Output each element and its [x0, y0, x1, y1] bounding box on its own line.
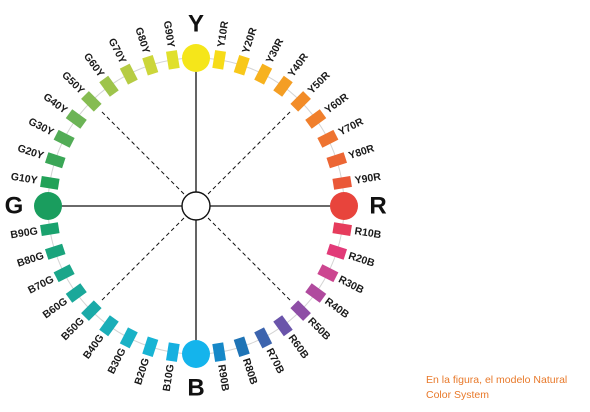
segment-label: B60G: [41, 295, 70, 321]
primary-r-dot: [330, 192, 358, 220]
primary-colors: [34, 44, 358, 368]
segment-label: B50G: [59, 315, 87, 343]
caption-line-1: En la figura, el modelo Natural: [426, 374, 568, 386]
hue-segment-r60b: [273, 315, 293, 337]
diagonal-axis: [100, 110, 185, 195]
hue-segment-y30r: [254, 63, 273, 85]
segment-label: Y90R: [354, 171, 382, 187]
segment-label: Y70R: [337, 116, 366, 139]
segment-label: R10B: [354, 225, 383, 241]
hue-segment-y50r: [290, 91, 311, 112]
hue-segment-b60g: [65, 283, 87, 303]
segment-label: B40G: [81, 332, 107, 361]
hue-segment-g50y: [81, 91, 102, 112]
hue-segment-r40b: [305, 283, 327, 303]
hue-segment-b10g: [166, 342, 180, 362]
hue-segment-y70r: [317, 129, 339, 148]
segment-label: G60Y: [81, 51, 106, 80]
segment-label: R40B: [322, 296, 351, 322]
hue-segment-y90r: [332, 176, 352, 190]
segment-label: R80B: [240, 357, 260, 387]
diagonal-axis: [100, 217, 185, 302]
segment-label: G70Y: [106, 36, 129, 65]
hue-segment-g60y: [99, 75, 119, 97]
diagonal-axis: [207, 110, 292, 195]
segment-label: G40Y: [41, 91, 70, 116]
primary-b-label: B: [187, 375, 204, 402]
segment-label: Y20R: [240, 26, 260, 55]
segment-label: B70G: [26, 273, 56, 296]
segment-label: G50Y: [59, 69, 86, 96]
segment-label: R50B: [305, 315, 333, 343]
primary-r-label: R: [369, 193, 386, 220]
hue-segment-b90g: [40, 222, 60, 236]
diagonal-axis: [207, 217, 292, 302]
hue-segment-y20r: [233, 54, 250, 76]
segment-label: B80G: [16, 250, 46, 270]
hue-segment-g70y: [119, 63, 138, 85]
segment-label: B10G: [161, 363, 177, 392]
hue-segment-y40r: [273, 75, 293, 97]
hue-segment-r90b: [212, 342, 226, 362]
hue-segment-b70g: [53, 264, 75, 283]
segment-label: R30B: [336, 274, 366, 297]
primary-b-dot: [182, 340, 210, 368]
hue-segment-b20g: [142, 336, 159, 358]
segment-label: Y30R: [264, 36, 287, 65]
segment-label: G20Y: [16, 142, 45, 162]
hue-segment-r70b: [254, 327, 273, 349]
hue-segments: [40, 50, 352, 362]
primary-y-label: Y: [188, 11, 204, 38]
segment-label: G90Y: [161, 20, 177, 48]
hue-segment-g10y: [40, 176, 60, 190]
hue-segment-y60r: [305, 109, 327, 129]
caption-line-2: Color System: [426, 389, 490, 401]
segment-label: Y60R: [323, 91, 352, 116]
hue-segment-b80g: [44, 243, 66, 260]
hue-segment-g30y: [53, 129, 75, 148]
hue-segment-g20y: [44, 152, 66, 169]
segment-label: B20G: [132, 357, 152, 387]
primary-g-label: G: [5, 193, 24, 220]
segment-label: R20B: [347, 250, 377, 270]
segment-label: Y10R: [215, 20, 231, 48]
hue-segment-y10r: [212, 50, 226, 70]
hue-segment-b30g: [119, 327, 138, 349]
primary-y-dot: [182, 44, 210, 72]
segment-label: G30Y: [26, 116, 55, 139]
segment-label: Y40R: [286, 51, 311, 80]
hue-segment-y80r: [326, 152, 348, 169]
segment-label: Y80R: [347, 142, 376, 162]
segment-label: Y50R: [306, 69, 333, 96]
hue-segment-r30b: [317, 264, 339, 283]
segment-label: R70B: [264, 346, 287, 376]
primary-g-dot: [34, 192, 62, 220]
hue-segment-r20b: [326, 243, 348, 260]
hue-segment-b50g: [81, 300, 102, 321]
hue-segment-r10b: [332, 222, 352, 236]
segment-label: B30G: [105, 346, 128, 376]
figure-caption: En la figura, el modelo Natural Color Sy…: [426, 373, 586, 403]
hue-segment-r80b: [233, 336, 250, 358]
segment-label: G80Y: [132, 26, 152, 55]
hue-segment-g90y: [166, 50, 180, 70]
hue-segment-g80y: [142, 54, 159, 76]
segment-label: R60B: [286, 332, 312, 361]
segment-label: R90B: [215, 364, 231, 393]
hue-segment-g40y: [65, 109, 87, 129]
hue-segment-b40g: [99, 315, 119, 337]
segment-label: B90G: [10, 225, 39, 241]
hue-segment-r50b: [290, 300, 311, 321]
segment-label: G10Y: [10, 171, 38, 187]
neutral-center: [181, 191, 211, 221]
